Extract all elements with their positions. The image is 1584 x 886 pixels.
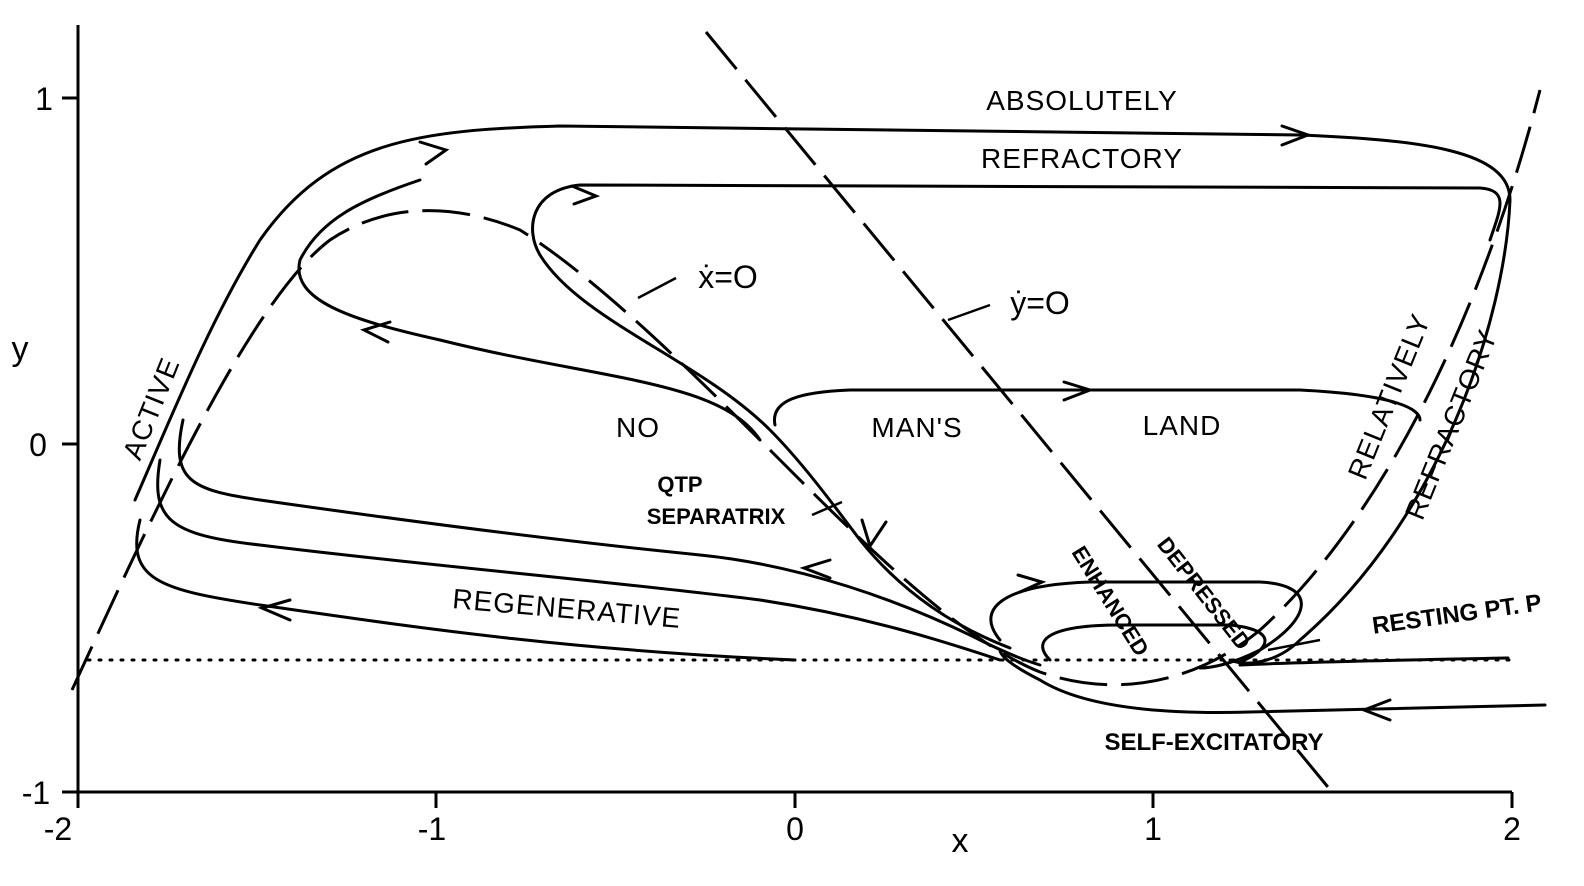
x-dot-nullcline <box>70 89 1542 691</box>
second-trajectory <box>531 183 1502 650</box>
self-excitatory-label: SELF-EXCITATORY <box>1104 729 1323 756</box>
land-label: LAND <box>1143 410 1222 441</box>
y-null-pointer <box>947 303 991 322</box>
arrowhead <box>860 518 888 550</box>
arrowhead <box>257 598 292 622</box>
active-loop-2 <box>156 458 1002 662</box>
refractory-top-label: REFRACTORY <box>981 143 1183 174</box>
y-axis-title: y <box>12 330 29 368</box>
y-dot-nullcline <box>704 31 1334 793</box>
mans-label: MAN'S <box>871 412 962 443</box>
y-tick-labels: 1 0 -1 <box>22 81 53 811</box>
y-ticks <box>62 96 78 794</box>
active-loop-1 <box>177 418 1042 667</box>
arrowhead <box>570 184 601 206</box>
regenerative-trajectory <box>135 518 797 662</box>
arrowheads <box>257 124 1392 722</box>
y-null-label: ẏ=O <box>1010 285 1070 321</box>
self-excitatory-trajectory <box>998 648 1547 715</box>
separatrix-label: SEPARATRIX <box>647 504 786 529</box>
absolutely-label: ABSOLUTELY <box>986 85 1178 116</box>
resting-pointer <box>1267 638 1321 652</box>
y-tick-label: 1 <box>35 81 53 117</box>
x-tick-labels: -2 -1 0 1 2 <box>44 811 1521 847</box>
arrowhead <box>1016 573 1047 594</box>
x-null-pointer <box>637 276 677 300</box>
arrowhead <box>418 140 450 166</box>
x-tick-label: 0 <box>786 811 804 847</box>
resting-approach-trajectory <box>1238 656 1510 667</box>
arrowhead <box>1359 698 1392 722</box>
x-tick-label: 1 <box>1144 811 1162 847</box>
y-tick-label: 0 <box>29 427 47 463</box>
y-tick-label: -1 <box>22 775 50 811</box>
x-null-label: ẋ=O <box>698 259 758 295</box>
upper-left-loop <box>297 178 762 442</box>
arrowhead <box>1062 380 1095 402</box>
x-tick-label: -2 <box>44 811 72 847</box>
enhanced-loop-outer <box>989 580 1303 670</box>
arrowhead <box>359 320 392 344</box>
separatrix-pointer <box>811 500 843 517</box>
resting-point-label: RESTING PT. P <box>1371 589 1544 639</box>
arrowhead <box>799 558 832 580</box>
no-mans-land-trajectory <box>772 388 1422 427</box>
x-ticks <box>76 792 1514 808</box>
arrowhead <box>1280 124 1313 147</box>
enhanced-loop-inner <box>1041 623 1267 664</box>
regenerative-label: REGENERATIVE <box>451 583 682 634</box>
no-label: NO <box>616 412 660 443</box>
x-tick-label: -1 <box>418 811 446 847</box>
x-axis-title: x <box>952 822 969 860</box>
x-tick-label: 2 <box>1503 811 1521 847</box>
qtp-label: QTP <box>657 472 702 497</box>
outer-trajectory <box>133 124 1512 665</box>
